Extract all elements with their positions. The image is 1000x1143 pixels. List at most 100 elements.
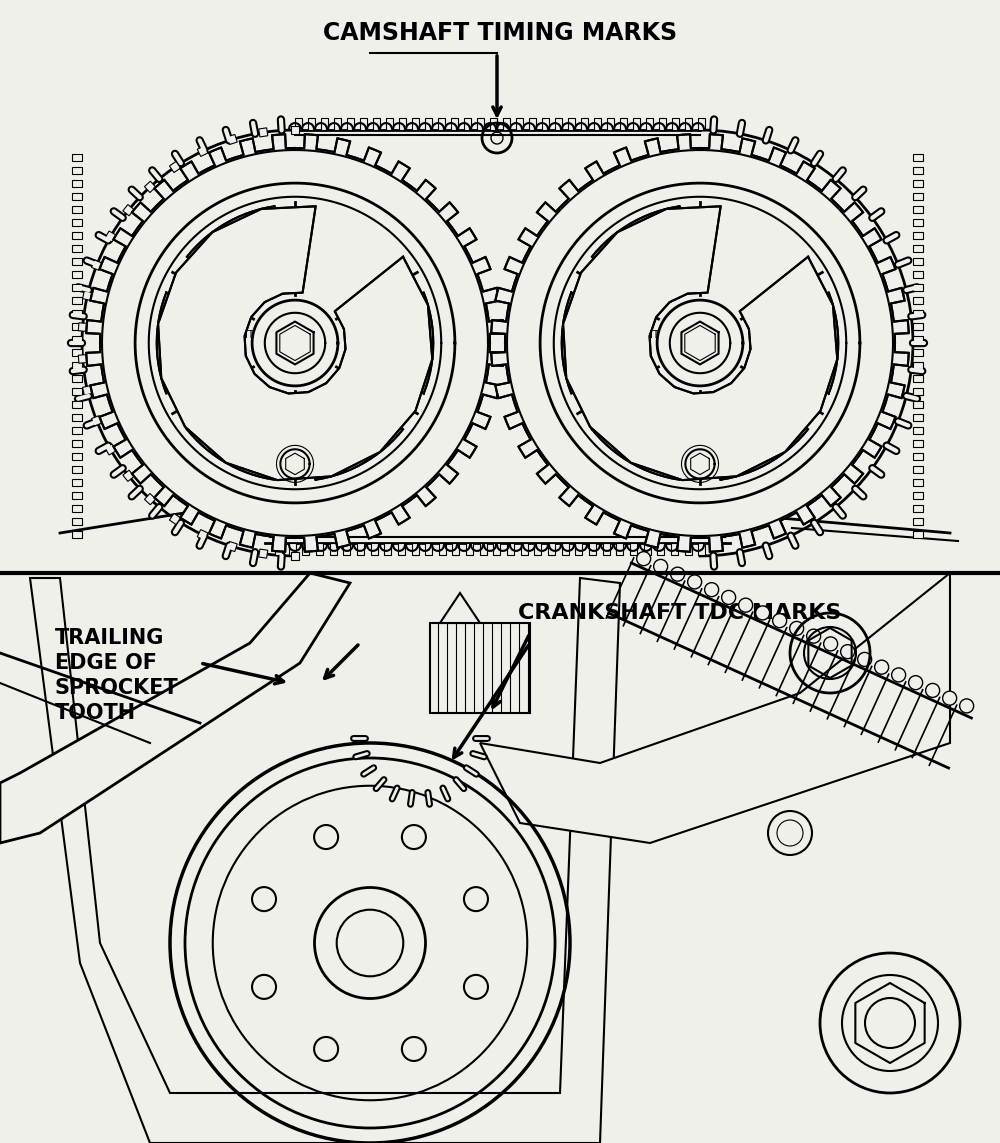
Bar: [542, 118, 549, 130]
Circle shape: [909, 676, 923, 689]
Bar: [477, 118, 484, 130]
Circle shape: [773, 614, 787, 628]
Bar: [72, 491, 82, 499]
Bar: [913, 154, 923, 161]
Polygon shape: [187, 206, 287, 311]
Bar: [347, 118, 354, 130]
Bar: [72, 323, 82, 330]
Bar: [169, 513, 181, 525]
Polygon shape: [592, 375, 692, 480]
Bar: [72, 505, 82, 512]
Bar: [72, 271, 82, 278]
Bar: [913, 440, 923, 447]
Bar: [607, 118, 614, 130]
Bar: [493, 543, 500, 555]
Bar: [913, 491, 923, 499]
Bar: [657, 543, 664, 555]
Bar: [581, 118, 588, 130]
Bar: [78, 354, 87, 363]
Bar: [227, 135, 237, 144]
Polygon shape: [0, 573, 350, 844]
Bar: [480, 543, 487, 555]
Bar: [589, 543, 596, 555]
Bar: [83, 290, 92, 301]
Bar: [913, 310, 923, 317]
Circle shape: [637, 552, 651, 566]
Circle shape: [671, 567, 685, 581]
Bar: [169, 161, 181, 173]
Bar: [384, 543, 391, 555]
Bar: [913, 375, 923, 382]
Polygon shape: [708, 375, 808, 480]
Bar: [529, 118, 536, 130]
Bar: [105, 443, 116, 455]
Bar: [399, 118, 406, 130]
Bar: [105, 231, 116, 242]
Text: EDGE OF: EDGE OF: [55, 653, 157, 673]
Bar: [913, 323, 923, 330]
Polygon shape: [562, 293, 653, 393]
Bar: [360, 118, 367, 130]
Text: 2.4L FRONT: 2.4L FRONT: [187, 330, 255, 341]
Bar: [343, 543, 350, 555]
Bar: [72, 401, 82, 408]
Circle shape: [926, 684, 940, 697]
Bar: [386, 118, 393, 130]
Polygon shape: [158, 206, 432, 480]
Bar: [630, 543, 637, 555]
Polygon shape: [480, 573, 950, 844]
Bar: [72, 387, 82, 395]
Bar: [398, 543, 405, 555]
Bar: [507, 543, 514, 555]
Bar: [321, 118, 328, 130]
Bar: [659, 118, 666, 130]
Bar: [291, 552, 299, 560]
Bar: [698, 543, 705, 555]
Bar: [72, 154, 82, 161]
Text: TOOTH: TOOTH: [55, 703, 136, 724]
Circle shape: [892, 668, 906, 682]
Bar: [671, 543, 678, 555]
Bar: [72, 193, 82, 200]
Bar: [72, 167, 82, 174]
Bar: [644, 543, 651, 555]
Bar: [425, 543, 432, 555]
Bar: [439, 543, 446, 555]
Polygon shape: [303, 375, 403, 480]
Bar: [72, 258, 82, 265]
Bar: [534, 543, 541, 555]
Bar: [92, 416, 102, 426]
Bar: [72, 336, 82, 343]
Bar: [412, 543, 418, 555]
Circle shape: [705, 583, 719, 597]
Bar: [123, 205, 134, 216]
Bar: [72, 310, 82, 317]
Bar: [302, 543, 309, 555]
Bar: [316, 543, 323, 555]
Text: TRAILING: TRAILING: [55, 628, 164, 648]
Bar: [227, 542, 237, 552]
Bar: [72, 206, 82, 213]
Bar: [72, 232, 82, 239]
Bar: [72, 349, 82, 355]
Bar: [464, 118, 471, 130]
Text: ↑UP↑: ↑UP↑: [772, 330, 799, 341]
Bar: [684, 543, 692, 555]
Polygon shape: [30, 578, 620, 1143]
Bar: [698, 118, 705, 130]
Bar: [913, 401, 923, 408]
Circle shape: [756, 606, 770, 620]
Bar: [913, 245, 923, 251]
Text: 2.4L FRONT: 2.4L FRONT: [592, 330, 660, 341]
Bar: [78, 322, 87, 331]
Circle shape: [858, 653, 872, 666]
Bar: [913, 219, 923, 226]
Bar: [603, 543, 610, 555]
Bar: [72, 518, 82, 525]
Bar: [72, 479, 82, 486]
Bar: [72, 427, 82, 434]
Bar: [503, 118, 510, 130]
Bar: [548, 543, 555, 555]
Circle shape: [841, 645, 855, 658]
Bar: [466, 543, 473, 555]
